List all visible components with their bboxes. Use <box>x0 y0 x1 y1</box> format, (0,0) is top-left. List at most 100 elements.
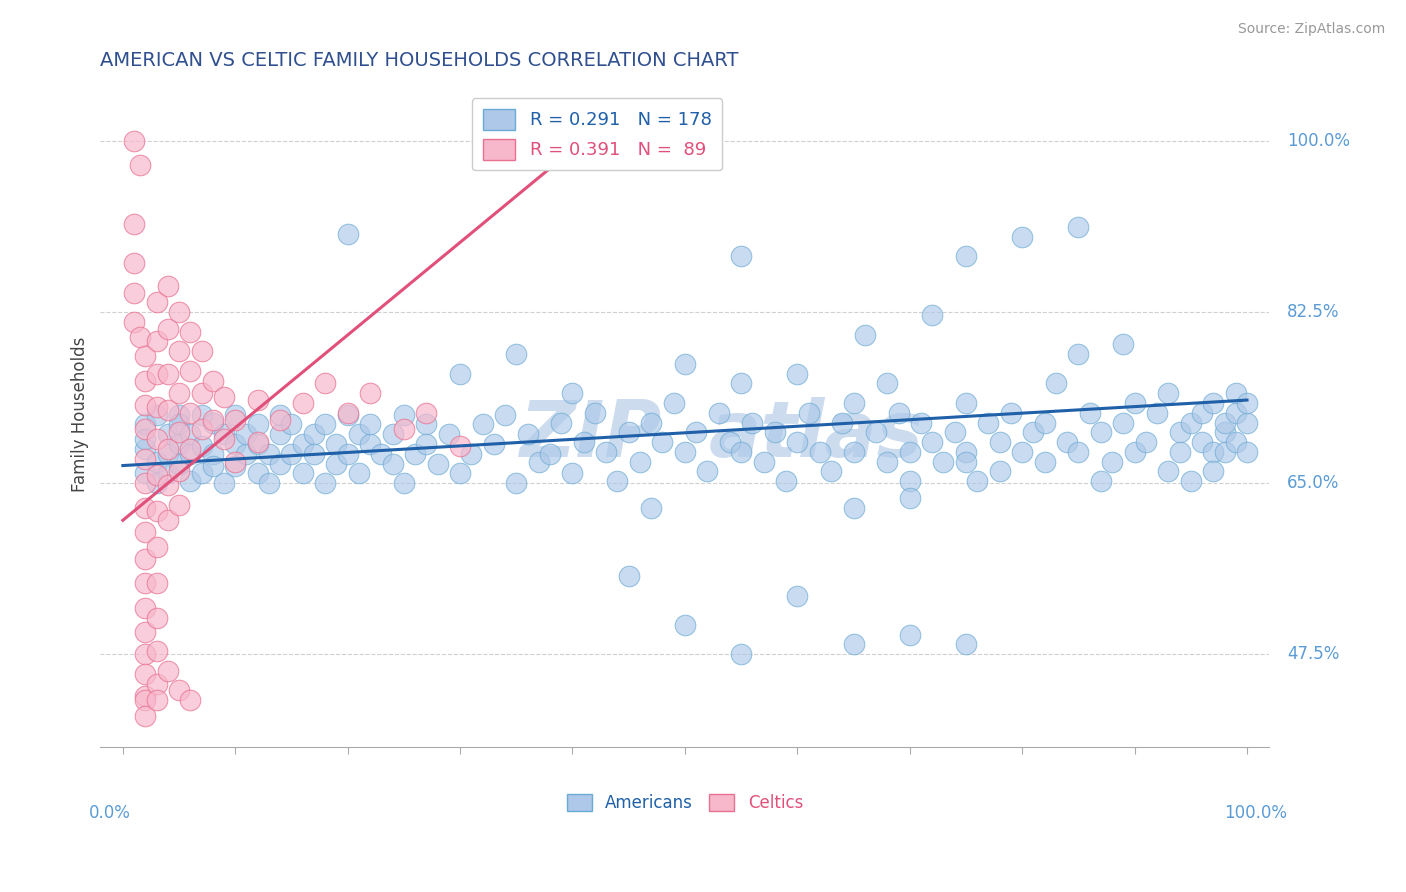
Point <box>257 447 280 461</box>
Point <box>628 455 651 469</box>
Point <box>257 476 280 491</box>
Point <box>988 465 1011 479</box>
Point <box>898 628 921 642</box>
Point <box>1157 465 1180 479</box>
Point <box>156 447 179 461</box>
Point <box>1000 406 1022 420</box>
Point <box>460 447 482 461</box>
Point <box>134 647 156 661</box>
Point <box>640 500 662 515</box>
Point <box>775 474 797 488</box>
Point <box>167 305 190 319</box>
Point <box>134 693 156 707</box>
Point <box>1011 445 1033 459</box>
Point <box>1067 445 1090 459</box>
Point <box>763 425 786 440</box>
Point <box>898 474 921 488</box>
Point <box>156 321 179 335</box>
Point <box>1090 474 1112 488</box>
Point <box>572 435 595 450</box>
Point <box>291 396 314 410</box>
Point <box>921 435 943 450</box>
Point <box>1101 455 1123 469</box>
Text: 65.0%: 65.0% <box>1286 475 1340 492</box>
Point <box>246 417 269 432</box>
Point <box>224 408 246 422</box>
Point <box>134 398 156 412</box>
Point <box>370 447 392 461</box>
Point <box>201 447 224 461</box>
Point <box>190 422 212 436</box>
Point <box>212 427 235 442</box>
Point <box>134 708 156 723</box>
Point <box>707 406 730 420</box>
Point <box>876 455 898 469</box>
Point <box>269 427 291 442</box>
Text: ZIP: ZIP <box>519 397 662 473</box>
Point <box>302 447 325 461</box>
Point <box>449 439 471 453</box>
Point <box>212 390 235 404</box>
Point <box>842 396 865 410</box>
Point <box>1090 425 1112 440</box>
Point <box>145 295 167 310</box>
Point <box>167 417 190 432</box>
Point <box>449 367 471 381</box>
Point <box>887 406 910 420</box>
Text: 47.5%: 47.5% <box>1286 645 1340 664</box>
Point <box>145 455 167 469</box>
Point <box>381 427 404 442</box>
Point <box>786 435 808 450</box>
Point <box>1225 406 1247 420</box>
Point <box>167 437 190 451</box>
Point <box>1056 435 1078 450</box>
Point <box>415 406 437 420</box>
Point <box>235 427 257 442</box>
Point <box>190 386 212 401</box>
Point <box>156 467 179 481</box>
Point <box>122 256 145 270</box>
Y-axis label: Family Households: Family Households <box>72 337 89 492</box>
Point <box>167 425 190 440</box>
Point <box>696 465 718 479</box>
Point <box>898 491 921 505</box>
Point <box>190 467 212 481</box>
Point <box>831 416 853 430</box>
Point <box>269 457 291 471</box>
Point <box>190 408 212 422</box>
Point <box>134 422 156 436</box>
Point <box>269 408 291 422</box>
Point <box>955 396 977 410</box>
Point <box>156 278 179 293</box>
Point <box>1236 445 1258 459</box>
Point <box>201 416 224 430</box>
Point <box>145 540 167 554</box>
Point <box>145 400 167 414</box>
Point <box>1202 465 1225 479</box>
Text: atlas: atlas <box>709 397 924 473</box>
Point <box>561 386 583 401</box>
Text: 100.0%: 100.0% <box>1286 132 1350 150</box>
Point <box>291 467 314 481</box>
Point <box>786 589 808 603</box>
Point <box>1146 406 1168 420</box>
Point <box>179 693 201 707</box>
Point <box>932 455 955 469</box>
Point <box>1213 445 1236 459</box>
Point <box>842 500 865 515</box>
Point <box>662 396 685 410</box>
Point <box>224 437 246 451</box>
Point <box>280 447 302 461</box>
Text: AMERICAN VS CELTIC FAMILY HOUSEHOLDS CORRELATION CHART: AMERICAN VS CELTIC FAMILY HOUSEHOLDS COR… <box>100 51 738 70</box>
Point <box>1213 425 1236 440</box>
Point <box>381 457 404 471</box>
Point <box>673 618 696 632</box>
Point <box>134 442 156 456</box>
Point <box>134 417 156 432</box>
Point <box>122 285 145 300</box>
Point <box>145 611 167 625</box>
Point <box>853 327 876 342</box>
Point <box>595 445 617 459</box>
Point <box>167 457 190 471</box>
Point <box>865 425 887 440</box>
